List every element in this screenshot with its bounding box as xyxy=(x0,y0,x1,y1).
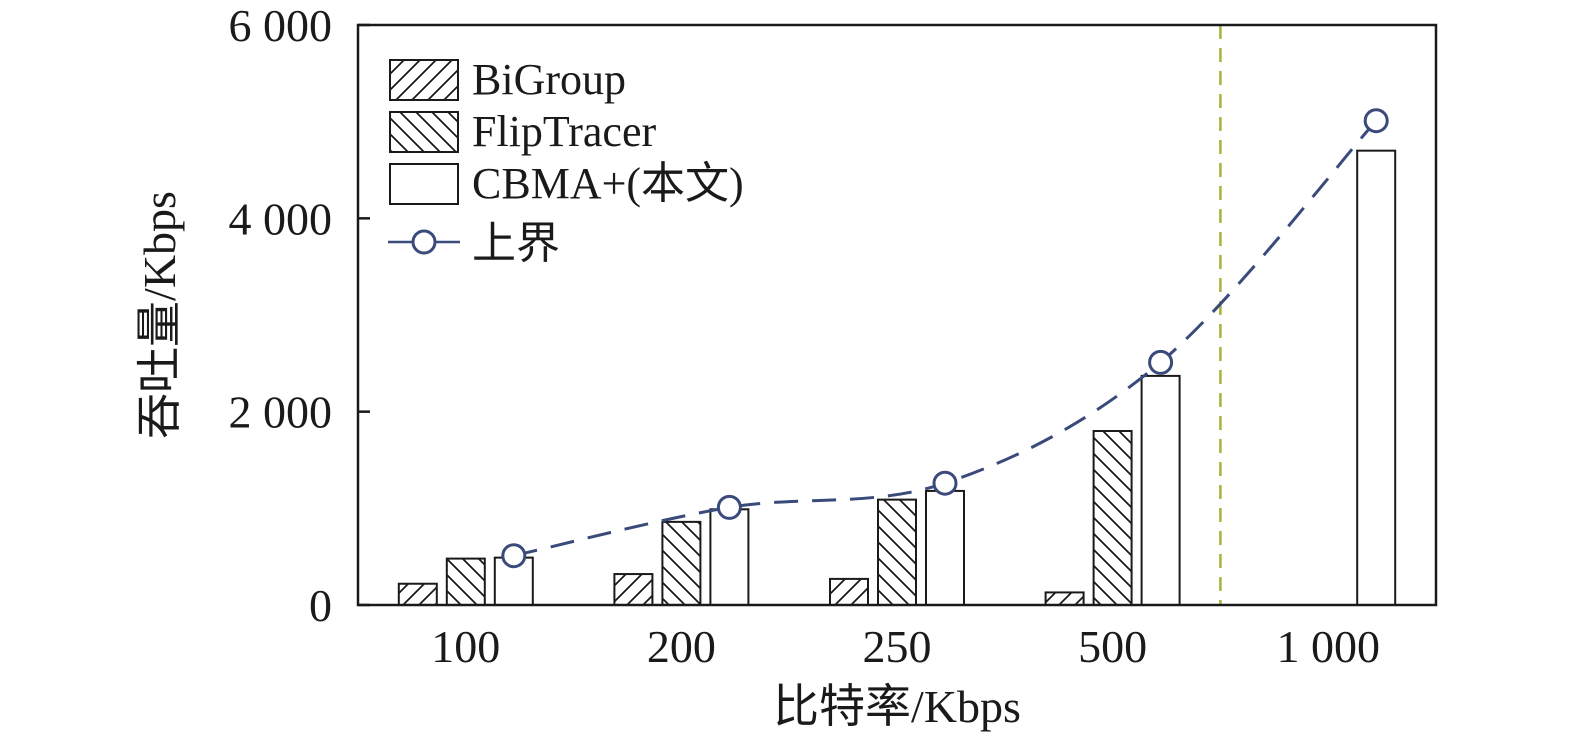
bar-bigroup-3 xyxy=(1044,591,1085,607)
legend-swatch-bigroup xyxy=(389,59,459,101)
legend-label-cbma: CBMA+(本文) xyxy=(472,159,744,208)
bar-cbma-3 xyxy=(1140,374,1181,606)
legend-label-fliptracer: FlipTracer xyxy=(472,107,656,156)
y-tick-label-0: 0 xyxy=(309,580,332,631)
y-tick-label-2: 4 000 xyxy=(229,193,333,244)
x-tick-label-1: 200 xyxy=(647,621,716,672)
upper-bound-marker-2 xyxy=(932,470,958,496)
y-axis-title: 吞吐量/Kbps xyxy=(134,191,185,439)
bar-fliptracer-0 xyxy=(445,557,486,606)
legend-swatch-fliptracer xyxy=(389,111,459,153)
bar-bigroup-2 xyxy=(829,577,869,607)
upper-bound-marker-1 xyxy=(716,494,742,520)
upper-bound-marker-0 xyxy=(501,543,527,569)
x-tick-label-3: 500 xyxy=(1078,621,1147,672)
bar-bigroup-0 xyxy=(397,582,438,607)
legend-label-upper-bound: 上界 xyxy=(472,219,560,268)
legend: BiGroup FlipTracer CBMA+(本文) 上界 xyxy=(388,55,744,268)
x-tick-label-4: 1 000 xyxy=(1276,621,1380,672)
y-tick-label-3: 6 000 xyxy=(229,0,333,51)
bar-cbma-4 xyxy=(1356,149,1397,607)
legend-swatch-cbma xyxy=(389,163,459,205)
bar-cbma-1 xyxy=(709,508,750,606)
y-tick-label-1: 2 000 xyxy=(229,387,333,438)
x-axis-title: 比特率/Kbps xyxy=(773,681,1021,732)
x-tick-label-2: 250 xyxy=(863,621,932,672)
x-tick-label-0: 100 xyxy=(431,621,500,672)
legend-label-bigroup: BiGroup xyxy=(472,55,626,104)
bar-fliptracer-1 xyxy=(661,520,702,606)
bar-cbma-2 xyxy=(925,489,965,606)
upper-bound-marker-4 xyxy=(1363,108,1389,134)
upper-bound-line xyxy=(513,119,1378,558)
bar-bigroup-1 xyxy=(613,573,654,606)
legend-swatch-upper-bound-marker xyxy=(411,229,437,255)
plot-frame xyxy=(356,23,1438,607)
bar-fliptracer-2 xyxy=(877,498,917,606)
bar-fliptracer-3 xyxy=(1092,430,1133,606)
upper-bound-marker-3 xyxy=(1148,349,1174,375)
